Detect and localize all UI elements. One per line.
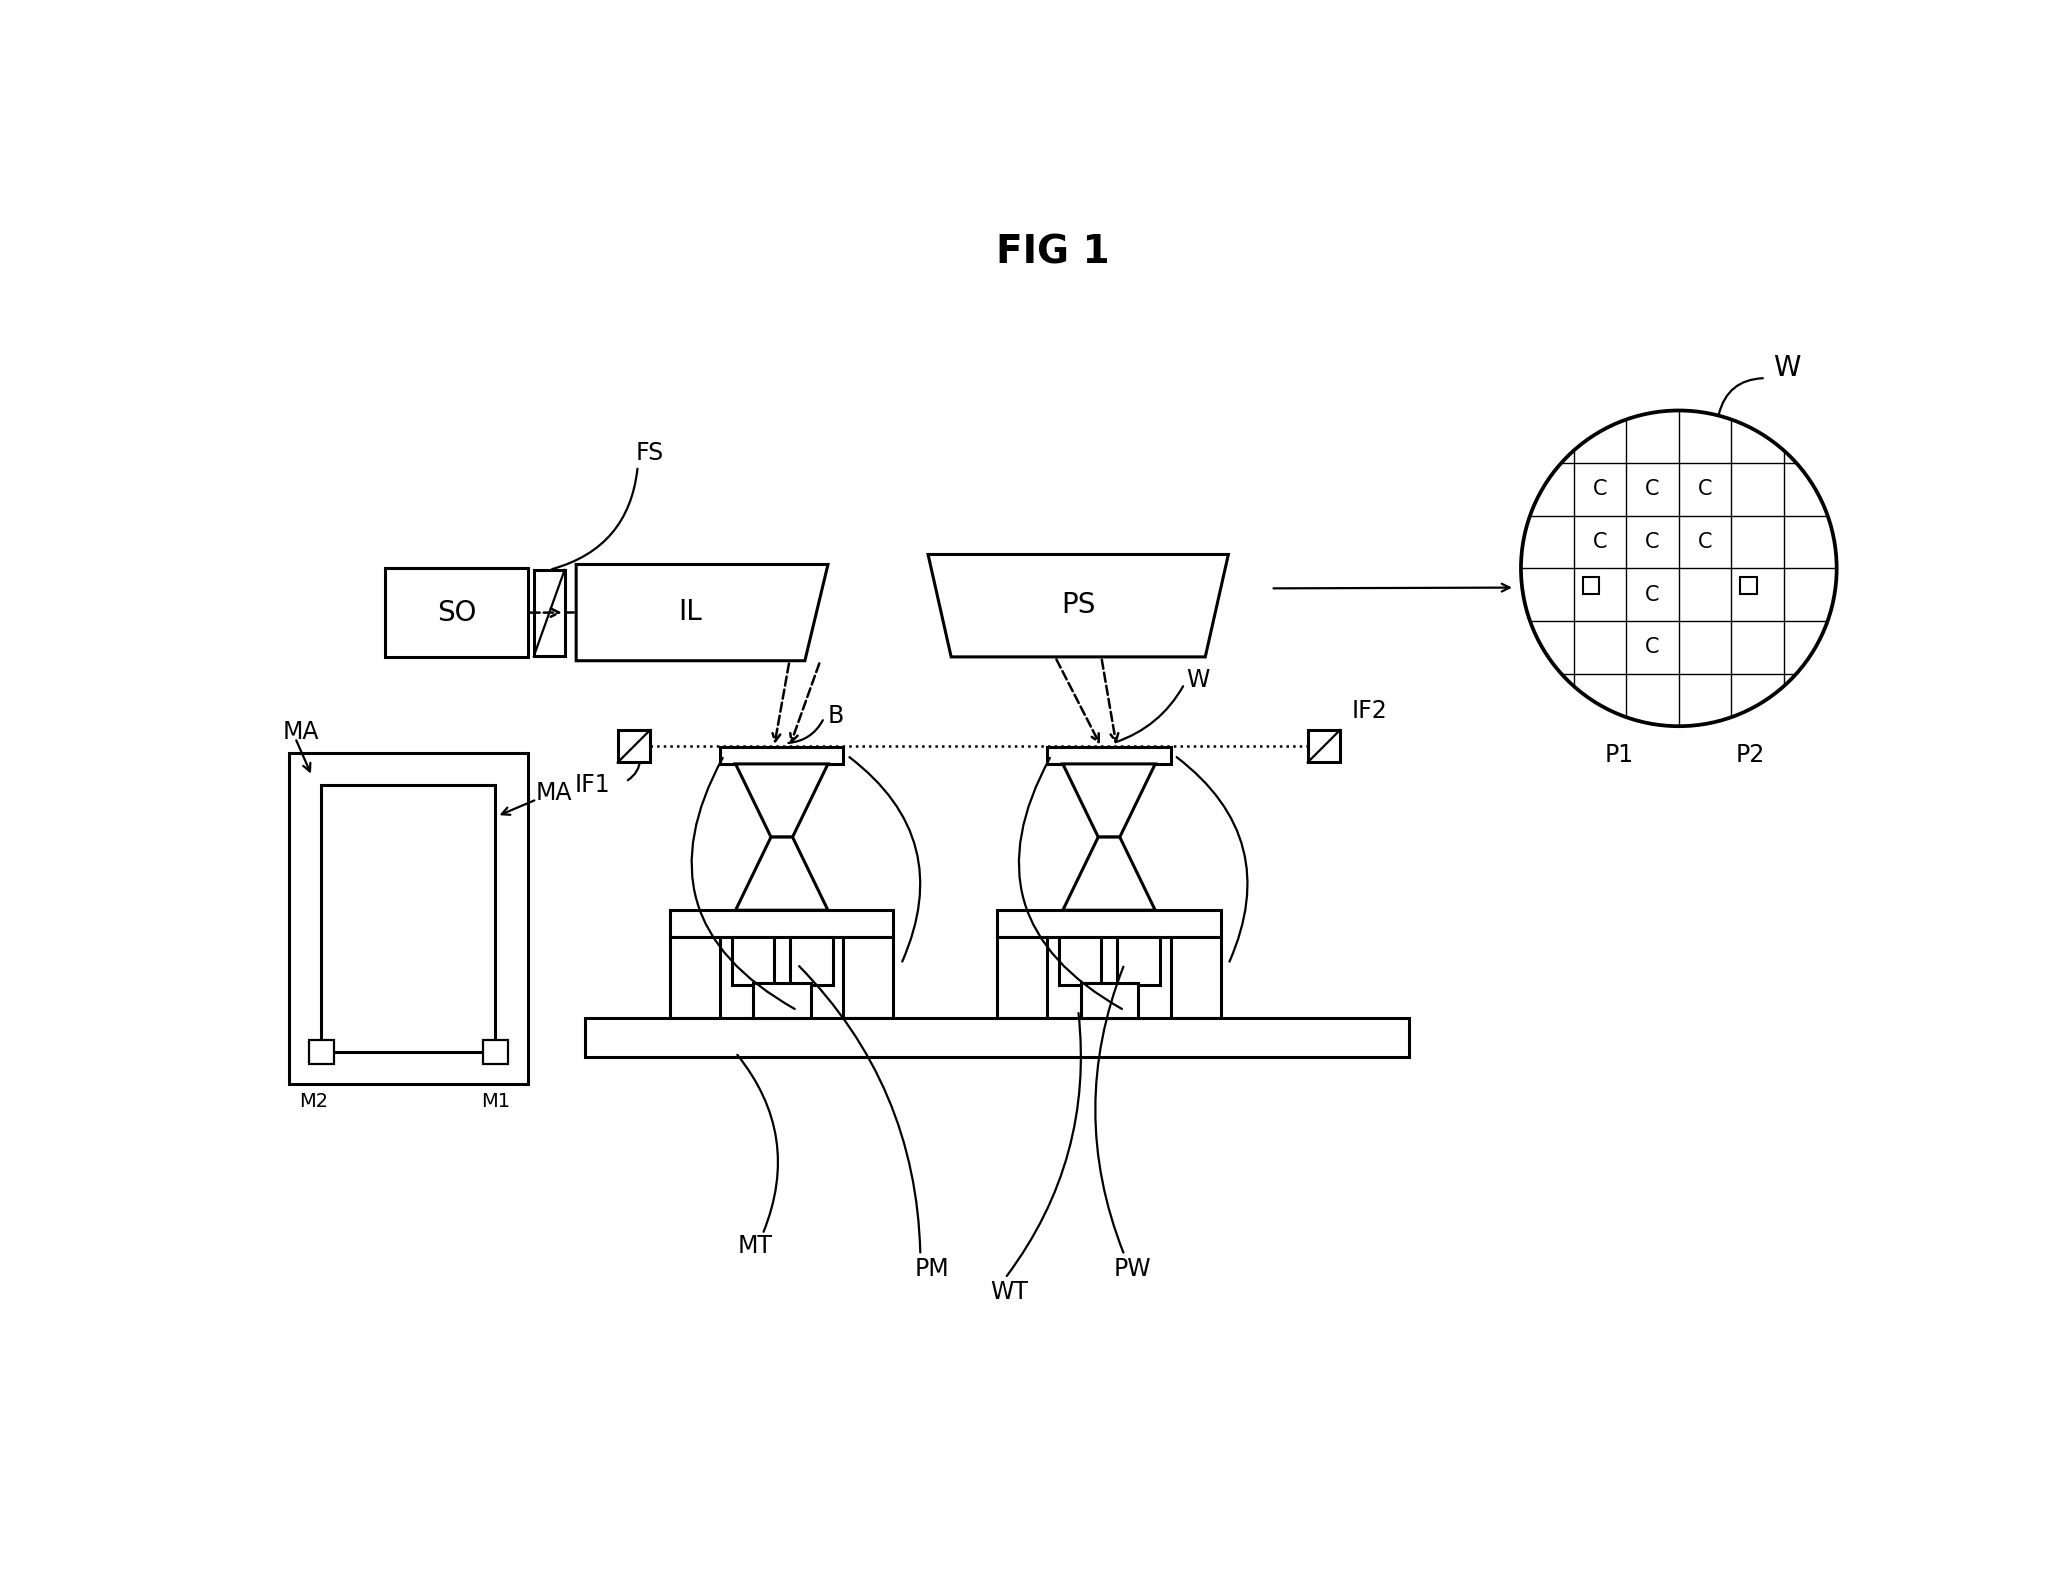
Bar <box>619 731 649 763</box>
Text: MT: MT <box>738 1234 773 1258</box>
Text: C: C <box>1646 532 1660 552</box>
Bar <box>321 785 495 1052</box>
Text: PS: PS <box>1060 591 1095 619</box>
Bar <box>1741 578 1757 594</box>
Text: B: B <box>828 704 845 728</box>
Bar <box>1171 938 1221 1017</box>
Bar <box>384 568 528 657</box>
Text: MA: MA <box>536 782 571 806</box>
Bar <box>843 938 894 1017</box>
Polygon shape <box>575 565 828 661</box>
Text: WT: WT <box>991 1280 1028 1304</box>
Bar <box>290 753 528 1084</box>
Text: C: C <box>1593 479 1607 500</box>
Text: PM: PM <box>914 1258 949 1282</box>
Bar <box>1307 731 1340 763</box>
Bar <box>732 938 775 985</box>
Bar <box>719 747 843 764</box>
Text: SO: SO <box>438 599 477 627</box>
Text: M2: M2 <box>300 1092 329 1111</box>
Text: M1: M1 <box>481 1092 510 1111</box>
Text: FS: FS <box>635 441 664 465</box>
Bar <box>1048 747 1171 764</box>
Text: C: C <box>1697 532 1712 552</box>
Text: PW: PW <box>1114 1258 1151 1282</box>
Bar <box>483 1040 508 1063</box>
Polygon shape <box>1062 764 1155 837</box>
Text: C: C <box>1593 532 1607 552</box>
Polygon shape <box>1062 837 1155 911</box>
Bar <box>1081 984 1138 1017</box>
Polygon shape <box>929 554 1229 657</box>
Text: C: C <box>1646 479 1660 500</box>
Text: W: W <box>1186 669 1210 693</box>
Text: IF2: IF2 <box>1352 699 1387 723</box>
Bar <box>997 938 1048 1017</box>
Text: W: W <box>1773 353 1800 382</box>
Text: C: C <box>1697 479 1712 500</box>
Bar <box>670 938 719 1017</box>
Polygon shape <box>736 764 828 837</box>
Bar <box>754 984 812 1017</box>
Text: MA: MA <box>284 720 319 743</box>
Text: P1: P1 <box>1605 743 1634 767</box>
Text: P2: P2 <box>1734 743 1765 767</box>
Bar <box>1582 578 1599 594</box>
Text: IL: IL <box>678 599 703 626</box>
Bar <box>534 570 565 656</box>
Bar <box>1118 938 1159 985</box>
Text: FIG 1: FIG 1 <box>997 234 1110 272</box>
Text: IF1: IF1 <box>575 774 610 798</box>
Text: C: C <box>1646 637 1660 657</box>
Bar <box>586 1017 1410 1057</box>
Text: C: C <box>1646 584 1660 605</box>
Polygon shape <box>736 837 828 911</box>
Bar <box>997 911 1221 938</box>
Bar <box>791 938 832 985</box>
Bar <box>1058 938 1101 985</box>
Circle shape <box>1521 411 1837 726</box>
Bar <box>308 1040 333 1063</box>
Bar <box>670 911 894 938</box>
